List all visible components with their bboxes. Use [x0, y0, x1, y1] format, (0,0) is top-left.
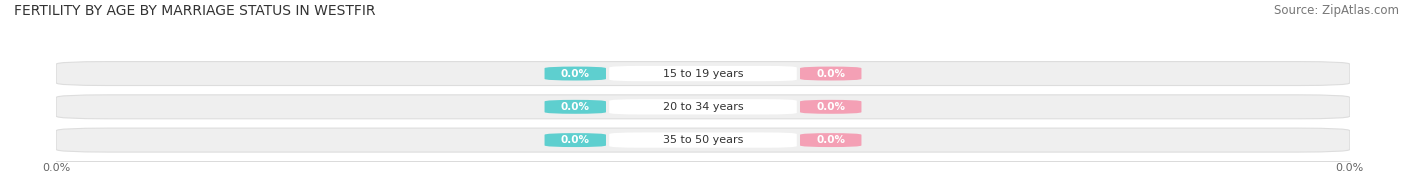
Text: 0.0%: 0.0% — [561, 135, 589, 145]
Text: FERTILITY BY AGE BY MARRIAGE STATUS IN WESTFIR: FERTILITY BY AGE BY MARRIAGE STATUS IN W… — [14, 4, 375, 18]
FancyBboxPatch shape — [56, 128, 1350, 152]
Text: 0.0%: 0.0% — [817, 135, 845, 145]
FancyBboxPatch shape — [544, 100, 606, 114]
Text: 0.0%: 0.0% — [561, 102, 589, 112]
Text: 15 to 19 years: 15 to 19 years — [662, 69, 744, 79]
FancyBboxPatch shape — [609, 66, 797, 81]
FancyBboxPatch shape — [56, 62, 1350, 85]
FancyBboxPatch shape — [800, 100, 862, 114]
Text: 0.0%: 0.0% — [817, 69, 845, 79]
FancyBboxPatch shape — [800, 133, 862, 147]
Text: 0.0%: 0.0% — [817, 102, 845, 112]
Text: 35 to 50 years: 35 to 50 years — [662, 135, 744, 145]
Text: Source: ZipAtlas.com: Source: ZipAtlas.com — [1274, 4, 1399, 17]
FancyBboxPatch shape — [544, 133, 606, 147]
Text: 20 to 34 years: 20 to 34 years — [662, 102, 744, 112]
FancyBboxPatch shape — [609, 99, 797, 114]
Text: 0.0%: 0.0% — [561, 69, 589, 79]
FancyBboxPatch shape — [800, 67, 862, 81]
FancyBboxPatch shape — [544, 67, 606, 81]
FancyBboxPatch shape — [56, 95, 1350, 119]
FancyBboxPatch shape — [609, 132, 797, 148]
